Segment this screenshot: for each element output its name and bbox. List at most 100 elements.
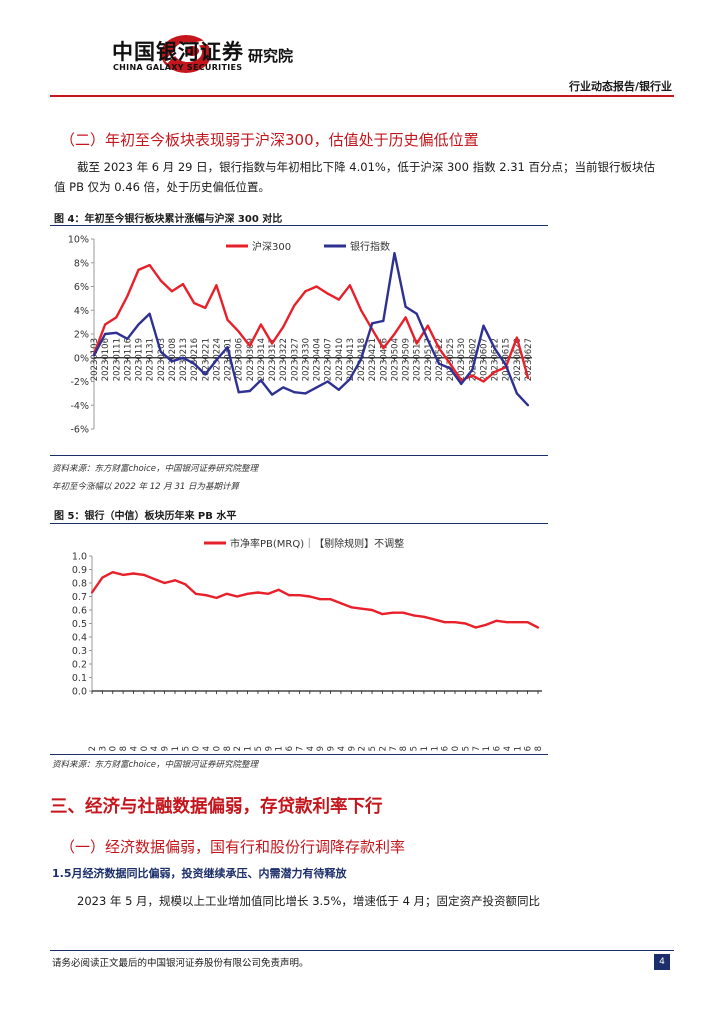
x-tick-label: 20200929	[264, 746, 274, 752]
y-tick-label: 0.3	[72, 646, 87, 657]
data-point	[215, 596, 218, 599]
x-tick-label: 20230509	[402, 338, 412, 381]
x-tick-label: 20230410	[335, 338, 345, 381]
data-point	[337, 298, 340, 301]
data-point	[515, 336, 518, 339]
section-paragraph: 截至 2023 年 6 月 29 日，银行指数与年初相比下降 4.01%，低于沪…	[54, 160, 656, 194]
data-point	[90, 591, 94, 594]
x-tick-label: 20190428	[119, 746, 129, 752]
data-point	[282, 386, 285, 389]
series-line	[92, 263, 530, 383]
data-point	[256, 591, 260, 594]
x-tick-label: 20200330	[212, 746, 222, 752]
data-point	[382, 319, 385, 323]
x-tick-label: 20200224	[202, 746, 212, 752]
data-point	[248, 389, 251, 393]
y-tick-label: -2%	[71, 377, 90, 388]
x-tick-label: 20190710	[140, 746, 150, 752]
x-tick-label: 20200508	[223, 746, 233, 752]
x-tick-label: 20230327	[290, 338, 300, 381]
x-tick-label: 20230309	[246, 338, 256, 381]
y-tick-label: 0.6	[72, 606, 87, 617]
x-tick-label: 20230530	[457, 338, 467, 381]
data-point	[308, 595, 311, 598]
data-point	[126, 337, 129, 340]
data-point	[437, 347, 441, 350]
x-tick-label: 20230522	[435, 338, 445, 381]
data-point	[449, 367, 452, 370]
x-tick-label: 20210519	[327, 746, 337, 752]
data-point	[270, 342, 274, 345]
data-point	[426, 338, 429, 342]
data-point	[111, 571, 114, 574]
x-tick-label: 20230111	[112, 338, 122, 381]
x-tick-label: 20210729	[347, 746, 357, 752]
data-point	[422, 615, 426, 618]
x-tick-label: 20230306	[235, 338, 245, 381]
x-tick-label: 20230208	[168, 338, 178, 381]
x-tick-label: 20190919	[161, 746, 171, 752]
point-heading: 1.5月经济数据同比偏弱，投资继续承压、内需潜力有待释放	[52, 867, 347, 880]
data-point	[277, 588, 280, 591]
data-point	[370, 608, 374, 612]
data-point	[237, 391, 240, 394]
x-tick-label: 20230418	[357, 338, 367, 381]
x-tick-label: 20230627	[524, 338, 534, 381]
point-paragraph: 2023 年 5 月，规模以上工业增加值同比增长 3.5%，增速低于 4 月；固…	[77, 894, 541, 908]
x-tick-label: 20210624	[337, 746, 347, 752]
data-point	[474, 626, 477, 629]
data-point	[415, 312, 418, 315]
data-point	[215, 284, 218, 287]
data-point	[137, 323, 140, 326]
data-point	[391, 611, 394, 614]
data-point	[485, 623, 488, 626]
data-point	[505, 621, 508, 624]
data-point	[304, 392, 307, 395]
figure5-bottom-rule	[50, 754, 548, 755]
data-point	[193, 362, 196, 365]
x-tick-label: 20220706	[441, 746, 451, 752]
logo-chinese-name: 中国银河证券	[112, 40, 244, 64]
data-point	[504, 363, 507, 366]
data-point	[148, 264, 151, 267]
x-tick-label: 20230426	[524, 746, 534, 752]
data-point	[298, 594, 301, 597]
galaxy-logo-icon	[161, 35, 211, 73]
footer-divider	[50, 950, 674, 951]
figure4-source: 资料来源：东方财富choice，中国银河证券研究院整理	[52, 464, 259, 474]
data-point	[181, 356, 185, 359]
data-point	[226, 318, 229, 321]
data-point	[184, 583, 187, 586]
section-heading: （二）年初至今板块表现弱于沪深300，估值处于历史偏低位置	[60, 131, 479, 149]
data-point	[471, 374, 474, 377]
x-tick-label: 20230116	[123, 338, 133, 381]
x-tick-label: 20230512	[413, 338, 423, 381]
x-tick-label: 20230314	[257, 338, 267, 381]
data-point	[464, 622, 467, 625]
data-point	[460, 382, 463, 385]
data-point	[293, 304, 296, 307]
x-tick-label: 20230119	[135, 338, 145, 381]
chapter-heading: 三、经济与社融数据偏弱，存贷款利率下行	[50, 797, 383, 817]
x-tick-label: 20200721	[244, 746, 254, 752]
figure5-title: 图 5：银行（中信）板块历年来 PB 水平	[54, 511, 237, 522]
x-tick-label: 20230214	[503, 746, 513, 752]
data-point	[173, 579, 177, 582]
x-tick-label: 20230525	[446, 338, 456, 381]
y-tick-label: 0%	[74, 353, 89, 364]
header-divider	[50, 95, 674, 97]
data-point	[393, 252, 396, 255]
data-point	[204, 373, 207, 376]
y-tick-label: 1.0	[72, 552, 87, 563]
data-point	[495, 619, 498, 622]
figure5-top-rule	[50, 523, 548, 524]
y-tick-label: 0.7	[72, 592, 87, 603]
data-point	[153, 577, 156, 581]
data-point	[225, 592, 228, 595]
data-point	[104, 323, 107, 326]
figure5-chart: 1.0 0.9 0.8 0.7 0.6 0.5 0.4 0.3 0.2 0.1 0.0 2019010…	[72, 537, 544, 752]
data-point	[360, 607, 363, 610]
data-point	[443, 621, 446, 624]
x-tick-label: 20230322	[279, 338, 289, 381]
x-tick-label: 20190320	[109, 746, 119, 752]
